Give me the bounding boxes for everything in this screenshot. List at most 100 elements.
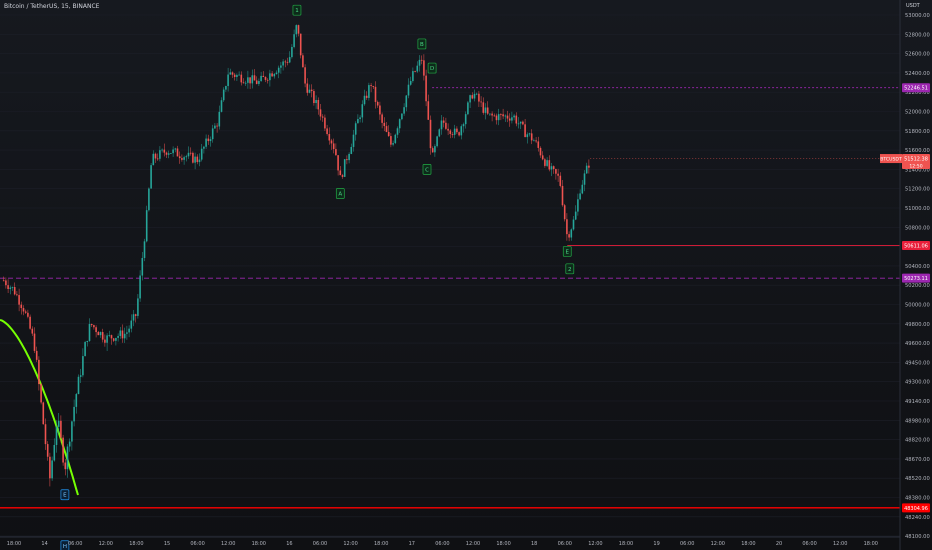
symbol-title: Bitcoin / TetherUS, 15, BINANCE (4, 3, 100, 10)
wave-label-box (565, 263, 575, 275)
candle-body (97, 332, 100, 336)
candle-body (148, 188, 150, 211)
candle-body (16, 294, 18, 296)
candle-body (502, 114, 504, 117)
time-axis[interactable]: 18:00 14 06:00 12:00 18:00 15 06:00 12:00 18:00 1… (0, 536, 900, 547)
candle-body (297, 25, 300, 34)
candle-body (436, 136, 438, 147)
time-tick-label: 16 (286, 541, 292, 547)
candle-body (75, 394, 78, 407)
green-curve (0, 319, 79, 496)
candle-body (211, 128, 214, 140)
candle-body (546, 160, 548, 166)
candle-body (414, 71, 416, 72)
candle-body (258, 81, 260, 84)
candle-body (515, 115, 518, 124)
candle-body (519, 121, 522, 124)
candle-body (49, 456, 51, 479)
candle-body (220, 100, 223, 112)
time-tick-label: 18 (531, 541, 537, 547)
candle-body (390, 136, 392, 145)
price-axis[interactable]: 53000.00 52800.00 52600.00 52400.00 52200.00… (899, 0, 930, 550)
candle-body (225, 86, 227, 90)
candle-body (95, 327, 97, 333)
candle-body (242, 82, 245, 84)
candle-body (299, 33, 302, 56)
candle-body (530, 133, 533, 141)
wave-label: A (338, 192, 342, 198)
candle-body (150, 165, 152, 189)
time-tick-label: 12:00 (99, 541, 113, 547)
candle-body (229, 72, 232, 75)
candle-body (585, 165, 588, 174)
price-tick-label: 48520.00 (905, 476, 930, 482)
candle-body (405, 95, 408, 108)
candle-body (552, 166, 555, 170)
wave-label: C (425, 167, 429, 173)
candle-body (33, 333, 36, 351)
candle-body (475, 93, 478, 95)
price-tick-label: 52800.00 (905, 32, 930, 38)
candle-body (544, 159, 546, 166)
candle-body (456, 128, 458, 133)
time-tick-label: 18:00 (864, 541, 878, 547)
candle-body (154, 153, 157, 159)
candle-body (489, 113, 491, 115)
price-tick-label: 49450.00 (905, 360, 930, 366)
candle-body (563, 205, 566, 220)
time-tick-label: 12:00 (343, 541, 357, 547)
candle-body (266, 79, 269, 81)
candle-body (84, 342, 86, 357)
wave-labels: 1ABCDE2EHF (60, 4, 575, 550)
candle-body (31, 328, 34, 334)
price-tick-label: 51800.00 (905, 129, 930, 135)
candle-body (460, 126, 463, 136)
candle-body (539, 147, 542, 156)
wave-label-box (427, 62, 437, 74)
wave-label: E (566, 249, 570, 255)
symbol-tag-label: BTCUSDT (880, 157, 902, 163)
candle-body (401, 113, 403, 120)
candle-body (434, 146, 436, 153)
candle-body (346, 159, 348, 161)
currency-label[interactable]: USDT (906, 3, 920, 9)
time-tick-label: 18:00 (7, 541, 21, 547)
wave-label-box (335, 188, 345, 199)
time-tick-label: 12:00 (588, 541, 602, 547)
candle-body (178, 156, 181, 159)
candle-body (282, 61, 284, 66)
candle-body (427, 101, 430, 120)
candle-body (423, 60, 425, 76)
candle-body (165, 152, 168, 155)
candle-body (352, 134, 355, 147)
candle-body (143, 241, 146, 258)
time-tick-label: 14 (41, 541, 47, 547)
candle-body (280, 65, 282, 68)
wave-label-box (292, 4, 302, 16)
candle-body (139, 275, 141, 299)
price-tick-label: 48980.00 (905, 418, 930, 424)
candle-body (343, 159, 346, 177)
candle-body (117, 335, 119, 338)
time-tick-label: 06:00 (313, 541, 327, 547)
candle-body (24, 311, 27, 313)
candle-body (275, 72, 278, 75)
candle-body (394, 134, 397, 144)
candle-body (451, 133, 454, 135)
candle-body (93, 325, 95, 328)
candle-body (18, 295, 20, 305)
candle-body (295, 25, 298, 35)
candle-body (526, 134, 529, 138)
candle-body (535, 140, 537, 142)
candle-body (13, 287, 16, 295)
candle-body (264, 76, 267, 80)
candle-body (134, 314, 137, 316)
candle-body (247, 77, 249, 83)
decay-curve (0, 319, 79, 496)
candle-body (550, 166, 553, 170)
candle-body (172, 149, 174, 154)
candle-body (44, 424, 47, 445)
price-tick-label: 49800.00 (905, 322, 930, 328)
